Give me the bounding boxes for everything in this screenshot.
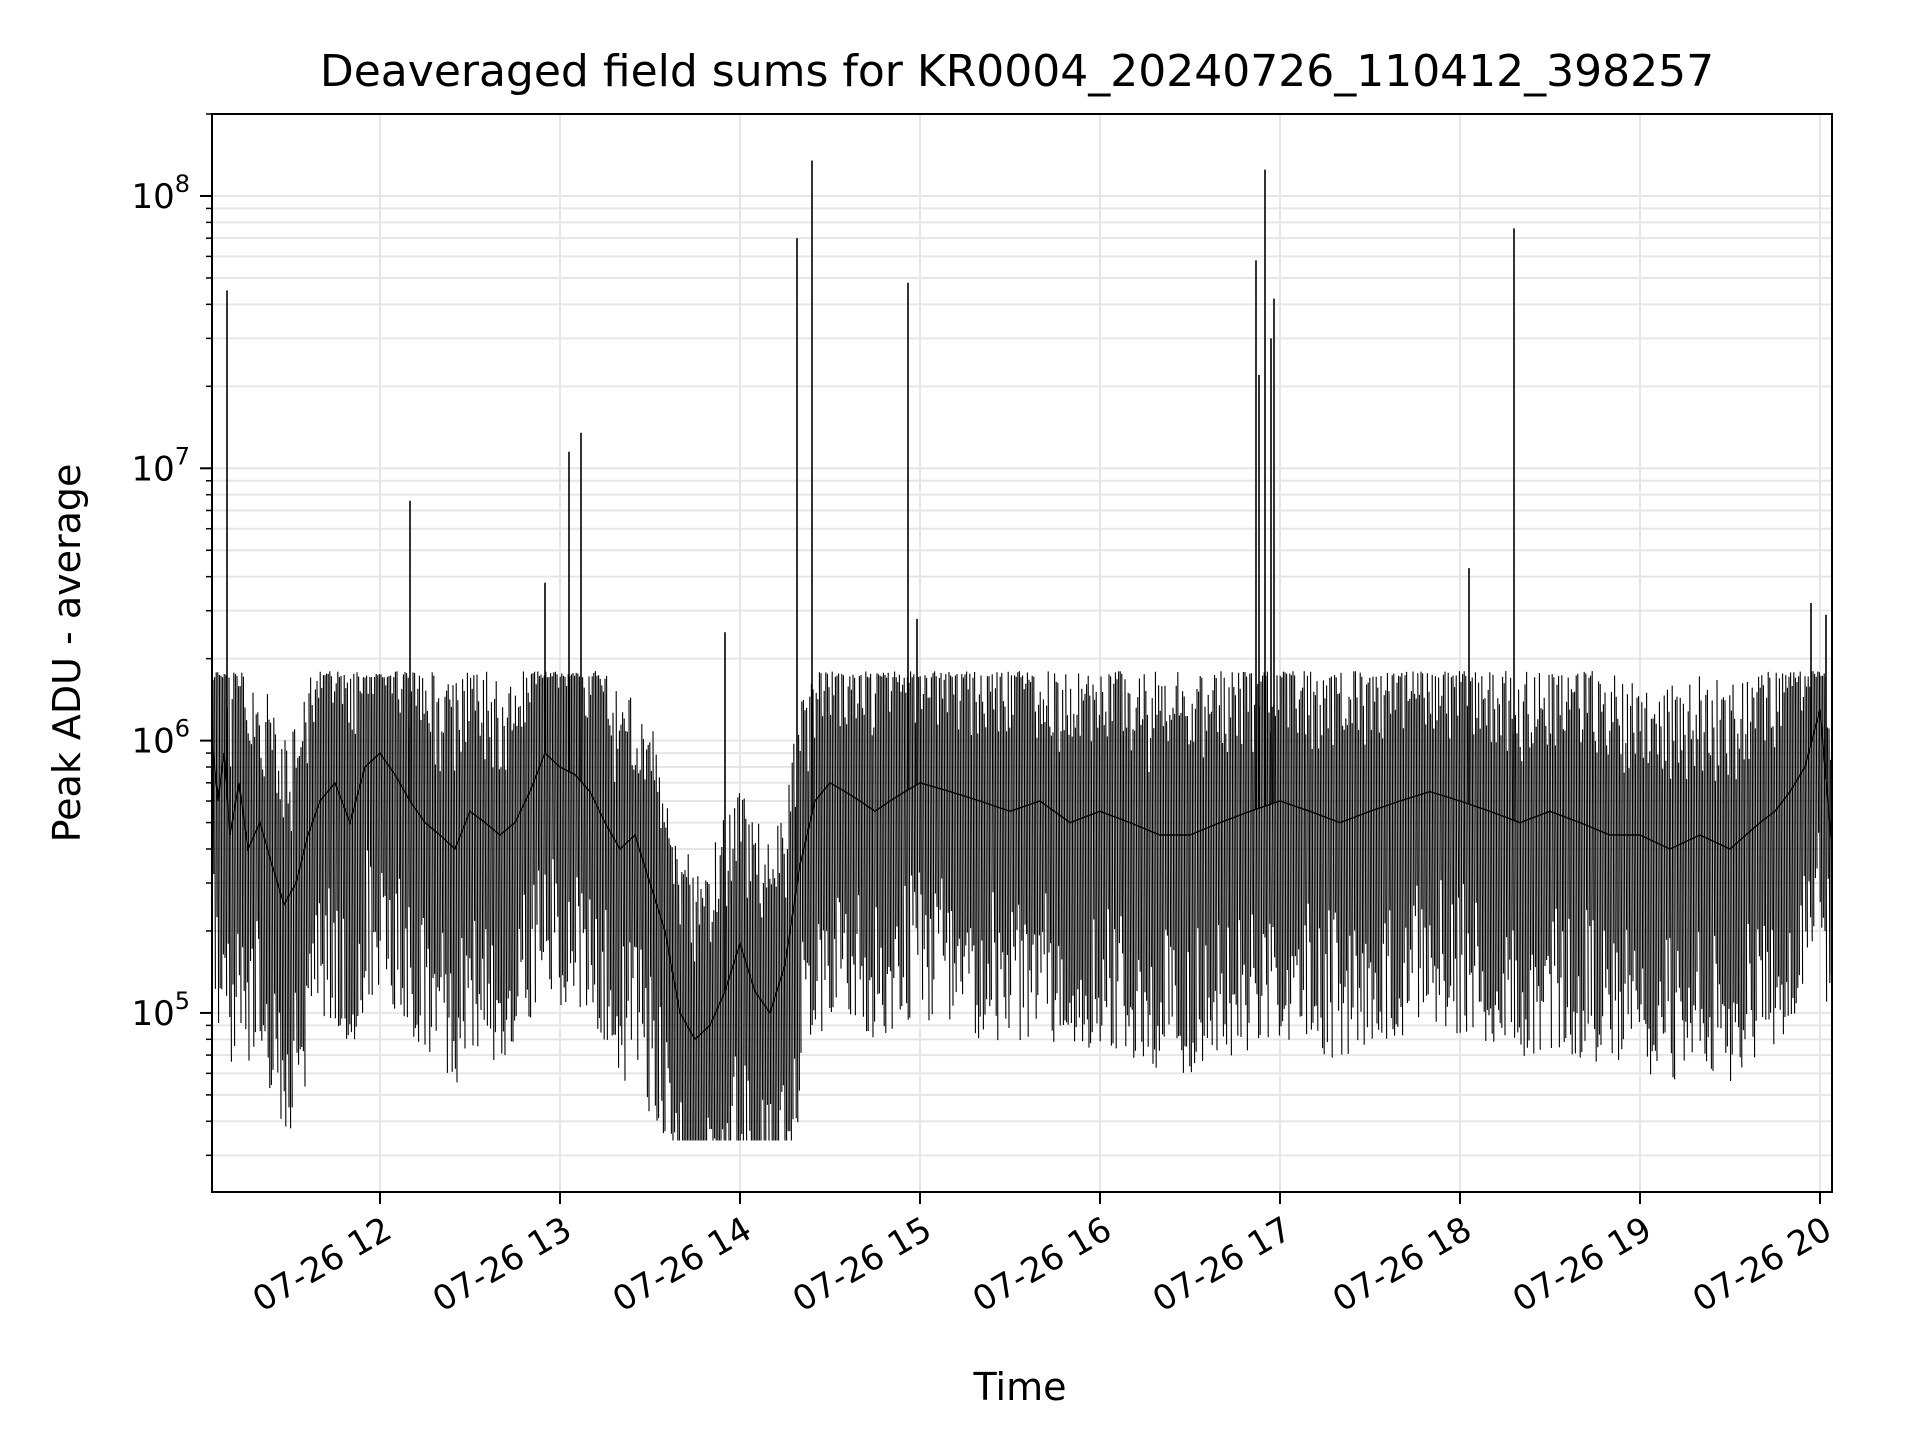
x-tick-label: 07-26 15: [786, 1209, 938, 1320]
x-tick-label: 07-26 20: [1686, 1209, 1838, 1320]
y-tick-label: 105: [131, 987, 190, 1034]
y-tick-label: 107: [131, 442, 190, 489]
x-axis-label: Time: [973, 1365, 1067, 1409]
x-tick-label: 07-26 18: [1326, 1209, 1478, 1320]
y-axis-label: Peak ADU - average: [45, 464, 89, 843]
y-tick-label: 108: [131, 170, 190, 217]
x-tick-label: 07-26 19: [1506, 1209, 1658, 1320]
chart-title: Deaveraged field sums for KR0004_2024072…: [320, 46, 1714, 97]
plot-series: [211, 160, 1833, 1141]
x-tick-label: 07-26 17: [1146, 1209, 1298, 1320]
x-axis: 07-26 12 07-26 13 07-26 14 07-26 15 07-26 16…: [246, 1192, 1839, 1320]
y-tick-label: 106: [131, 715, 190, 762]
plot-frame: [211, 113, 1833, 1193]
x-tick-label: 07-26 13: [426, 1209, 578, 1320]
noise-band: [212, 671, 1832, 1141]
x-tick-label: 07-26 12: [246, 1209, 398, 1320]
y-axis: 105 106 107 108: [131, 113, 212, 1157]
x-tick-label: 07-26 16: [966, 1209, 1118, 1320]
x-tick-label: 07-26 14: [606, 1209, 758, 1320]
